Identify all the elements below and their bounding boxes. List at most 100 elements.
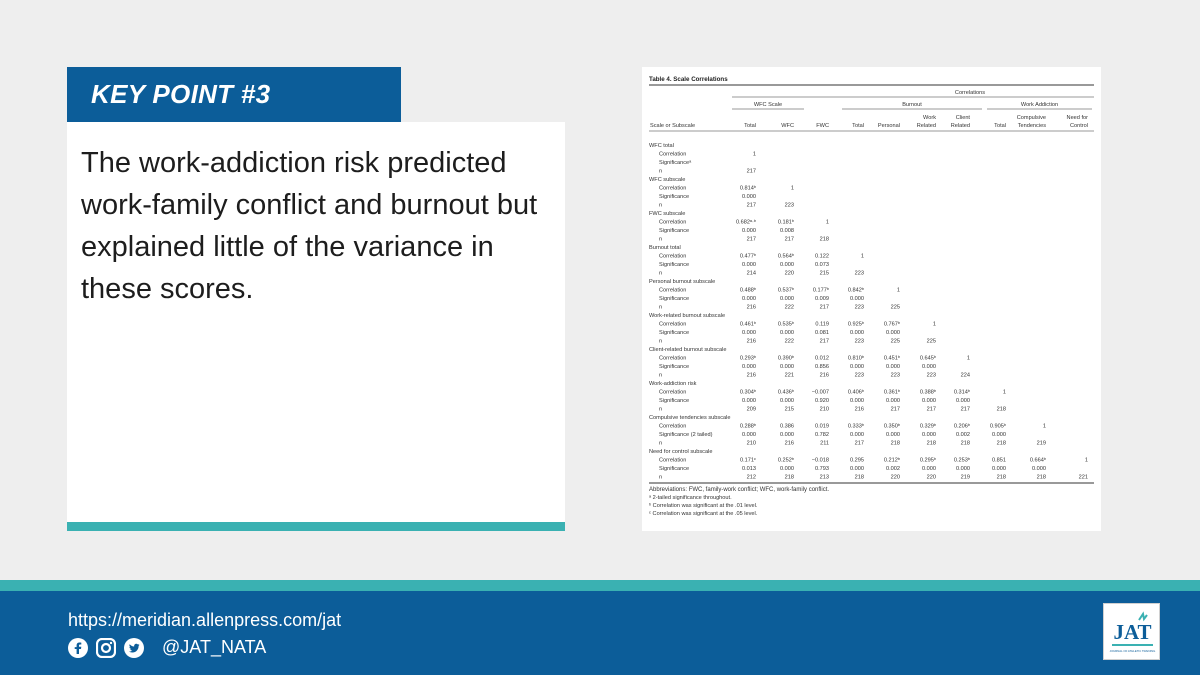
table-cell: 0.177ᵇ [813,287,829,294]
table-cell: 0.814ᵇ [740,185,756,192]
table-cell: 0.386 [780,424,794,430]
table-cell: 0.350ᵇ [884,423,900,430]
table-row-label: Significance [659,398,689,404]
table-row-label: n [659,441,662,447]
table-cell: 0.810ᵇ [848,355,864,362]
table-cell: 0.212ᵇ [884,457,900,464]
table-cell: 218 [855,475,864,481]
table-cell: 0.253ᵇ [954,457,970,464]
table-cell: 217 [961,407,970,413]
table-row-label: Significance (2 tailed) [659,432,713,438]
table-cell: 210 [820,407,829,413]
table-cell: 216 [855,407,864,413]
table-footnote: ᵃ 2-tailed significance throughout. [649,495,732,501]
table-cell: 218 [785,475,794,481]
scale-correlations-table: Table 4. Scale Correlations Correlations… [642,67,1101,531]
table-cell: 0.000 [742,262,756,268]
table-cell: 211 [820,441,829,447]
table-row-label: Significance [659,330,689,336]
key-point-accent-bar [67,522,565,531]
table-cell: 220 [891,475,900,481]
table-cell: 0.477ᵇ [740,253,756,260]
table-column-header: Client [956,115,971,121]
key-point-label: KEY POINT #3 [91,79,271,109]
table-cell: 0.664ᵇ [1030,457,1046,464]
table-cell: 210 [747,441,756,447]
twitter-handle[interactable]: @JAT_NATA [162,637,267,657]
table-cell: 0.000 [850,466,864,472]
table-cell: 0.000 [922,364,936,370]
table-cell: 0.000 [956,398,970,404]
table-cell: 0.002 [956,432,970,438]
table-cell: 0.000 [886,432,900,438]
table-cell: 217 [820,305,829,311]
table-cell: 0.000 [742,194,756,200]
table-cell: 217 [927,407,936,413]
table-cell: 0.008 [780,228,794,234]
table-cell: 0.488ᵇ [740,287,756,294]
table-cell: 0.682ᵃ·ᵇ [736,219,756,226]
table-row-label: Correlation [659,220,686,226]
table-section-label: Personal burnout subscale [649,279,715,285]
table-row-label: Correlation [659,152,686,158]
key-point-text: The work-addiction risk predicted work-f… [81,147,538,305]
table-cell: 218 [997,407,1006,413]
table-cell: 0.000 [850,364,864,370]
table-row-label: Significance [659,466,689,472]
table-row-label: Significance [659,364,689,370]
table-cell: 0.461ᵇ [740,321,756,328]
table-column-header: Scale or Subscale [650,123,695,129]
table-cell: 0.535ᵇ [778,321,794,328]
table-column-header: Total [994,123,1006,129]
table-footnote: ᶜ Correlation was significant at the .05… [649,511,758,517]
table-cell: 0.000 [780,262,794,268]
table-group-header: Burnout [902,102,922,108]
table-cell: 0.000 [850,296,864,302]
table-row-label: Correlation [659,458,686,464]
table-cell: 223 [855,373,864,379]
table-cell: 217 [891,407,900,413]
table-column-header: Control [1070,123,1088,129]
table-cell: 0.073 [815,262,829,268]
key-point-header: KEY POINT #3 [67,67,401,122]
table-column-header: Need for [1067,115,1089,121]
table-cell: 0.295 [850,458,864,464]
table-cell: 221 [785,373,794,379]
table-column-header: Related [917,123,936,129]
table-cell: 223 [927,373,936,379]
table-cell: 224 [961,373,970,379]
table-cell: 216 [820,373,829,379]
table-cell: 1 [1085,458,1088,464]
table-cell: 0.288ᵇ [740,423,756,430]
table-cell: 0.767ᵇ [884,321,900,328]
table-cell: 223 [785,203,794,209]
table-cell: 209 [747,407,756,413]
table-body: Correlations WFC Scale Burnout Work Addicti… [649,84,1094,517]
twitter-icon[interactable] [124,637,144,658]
journal-url-link[interactable]: https://meridian.allenpress.com/jat [68,610,342,630]
table-cell: 0.252ᵇ [778,457,794,464]
facebook-icon[interactable] [68,637,88,658]
table-cell: 215 [785,407,794,413]
table-cell: 1 [933,322,936,328]
table-cell: 0.000 [780,364,794,370]
table-cell: 0.119 [815,322,829,328]
table-cell: 1 [1003,390,1006,396]
logo-subtext: JOURNAL OF ATHLETIC TRAINING [1110,649,1156,653]
table-cell: 217 [820,339,829,345]
table-cell: 0.782 [815,432,829,438]
table-group-header: WFC Scale [754,102,782,108]
table-cell: 0.000 [850,398,864,404]
table-cell: 0.000 [742,296,756,302]
table-cell: 1 [826,220,829,226]
table-cell: 216 [747,373,756,379]
table-cell: 218 [961,441,970,447]
footer: https://meridian.allenpress.com/jat @JAT… [0,591,1200,675]
table-cell: 219 [1037,441,1046,447]
table-cell: 0.304ᵇ [740,389,756,396]
table-cell: 0.012 [815,356,829,362]
instagram-icon[interactable] [95,637,117,658]
key-point-card: The work-addiction risk predicted work-f… [67,122,565,522]
table-column-header: WFC [781,123,794,129]
table-cell: 220 [927,475,936,481]
